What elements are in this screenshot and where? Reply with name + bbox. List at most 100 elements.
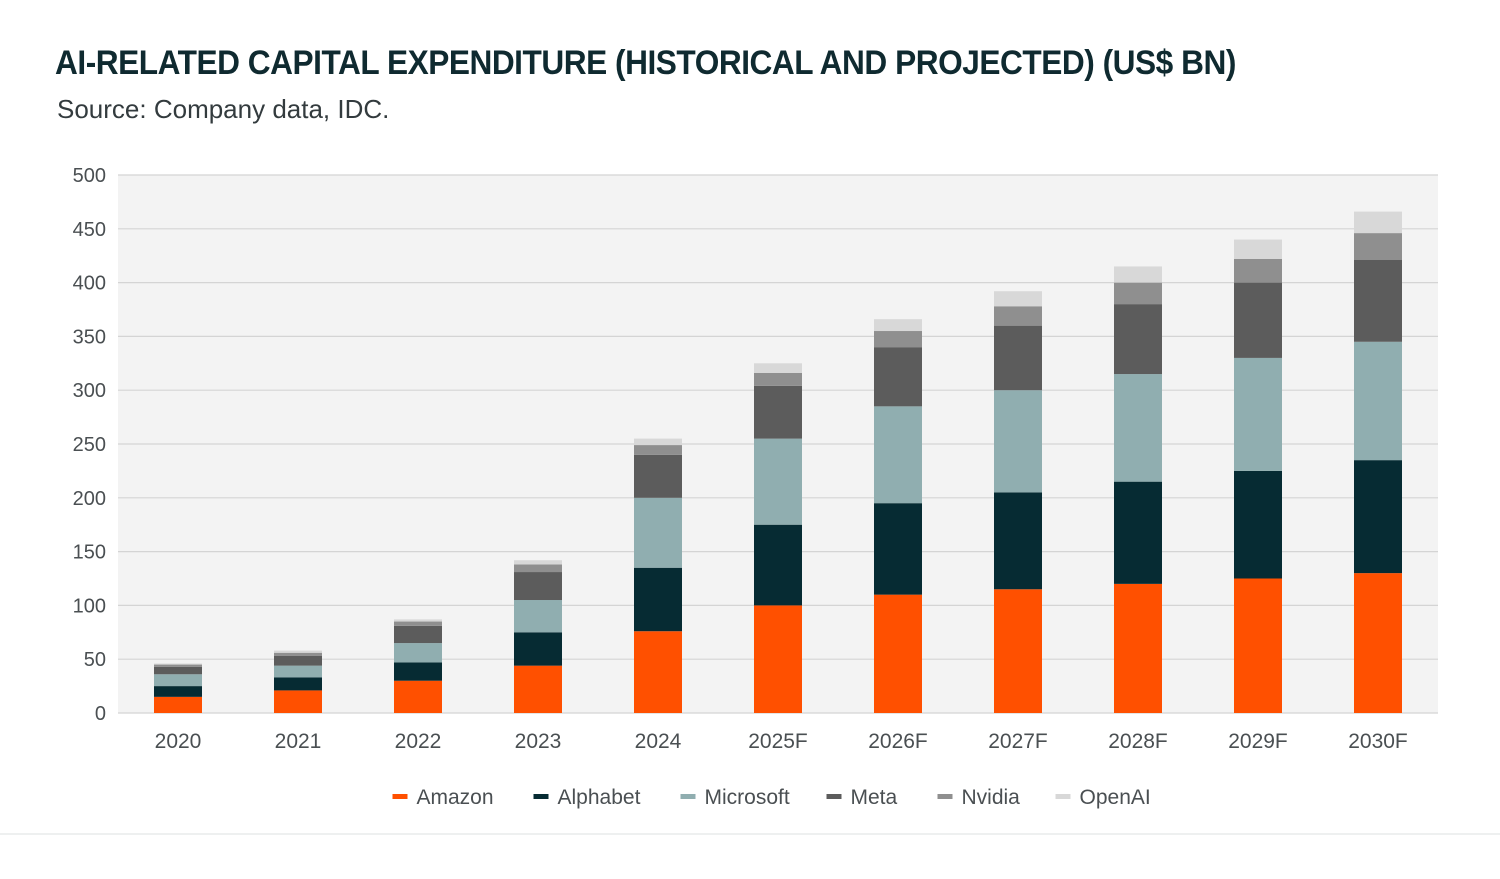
bar-segment-nvidia-2025F bbox=[754, 372, 802, 386]
bar-segment-alphabet-2020 bbox=[154, 686, 202, 697]
legend-swatch-microsoft bbox=[680, 794, 696, 799]
bar-segment-alphabet-2022 bbox=[394, 662, 442, 681]
bar-segment-alphabet-2028F bbox=[1114, 481, 1162, 584]
y-tick-label-0: 0 bbox=[95, 703, 106, 725]
bar-segment-alphabet-2023 bbox=[514, 632, 562, 666]
bar-stack-2030F bbox=[1354, 211, 1402, 713]
chart-title: AI-RELATED CAPITAL EXPENDITURE (HISTORIC… bbox=[55, 44, 1236, 82]
bar-segment-microsoft-2020 bbox=[154, 674, 202, 687]
bar-segment-amazon-2024 bbox=[634, 631, 682, 713]
y-tick-label-50: 50 bbox=[84, 649, 106, 671]
bar-segment-meta-2021 bbox=[274, 655, 322, 666]
bar-segment-amazon-2028F bbox=[1114, 583, 1162, 713]
bar-segment-meta-2020 bbox=[154, 666, 202, 675]
bar-segment-microsoft-2026F bbox=[874, 406, 922, 504]
bar-stack-2029F bbox=[1234, 239, 1282, 713]
y-tick-label-150: 150 bbox=[73, 542, 106, 564]
bar-segment-meta-2023 bbox=[514, 572, 562, 601]
legend-swatch-alphabet bbox=[533, 794, 549, 799]
legend-label-nvidia: Nvidia bbox=[962, 786, 1021, 809]
legend-swatch-openai bbox=[1055, 794, 1071, 799]
y-tick-label-300: 300 bbox=[73, 380, 106, 402]
legend-label-amazon: Amazon bbox=[417, 786, 494, 809]
bar-segment-amazon-2025F bbox=[754, 605, 802, 713]
x-tick-label-2022: 2022 bbox=[395, 730, 442, 753]
bar-segment-microsoft-2025F bbox=[754, 438, 802, 525]
bar-segment-amazon-2026F bbox=[874, 594, 922, 713]
bar-segment-microsoft-2021 bbox=[274, 665, 322, 678]
bar-segment-alphabet-2030F bbox=[1354, 460, 1402, 574]
bar-segment-nvidia-2028F bbox=[1114, 282, 1162, 305]
bar-segment-microsoft-2029F bbox=[1234, 357, 1282, 471]
bar-segment-amazon-2023 bbox=[514, 665, 562, 713]
bar-segment-microsoft-2023 bbox=[514, 600, 562, 633]
y-tick-label-200: 200 bbox=[73, 488, 106, 510]
x-tick-label-2026F: 2026F bbox=[868, 730, 928, 753]
bar-stack-2022 bbox=[394, 619, 442, 713]
bar-segment-openai-2025F bbox=[754, 363, 802, 373]
x-tick-label-2024: 2024 bbox=[635, 730, 682, 753]
x-tick-label-2020: 2020 bbox=[155, 730, 202, 753]
bar-segment-meta-2025F bbox=[754, 385, 802, 439]
bar-segment-openai-2020 bbox=[154, 663, 202, 665]
legend-swatch-amazon bbox=[392, 794, 408, 799]
bar-segment-meta-2029F bbox=[1234, 282, 1282, 358]
bar-segment-amazon-2029F bbox=[1234, 578, 1282, 713]
bar-stack-2021 bbox=[274, 650, 322, 713]
legend-label-openai: OpenAI bbox=[1080, 786, 1151, 809]
x-tick-label-2028F: 2028F bbox=[1108, 730, 1168, 753]
bar-stacks bbox=[154, 211, 1402, 713]
x-tick-label-2029F: 2029F bbox=[1228, 730, 1288, 753]
bar-segment-nvidia-2023 bbox=[514, 564, 562, 573]
bar-stack-2027F bbox=[994, 291, 1042, 713]
bar-segment-openai-2022 bbox=[394, 619, 442, 622]
bar-segment-openai-2023 bbox=[514, 560, 562, 565]
y-tick-label-250: 250 bbox=[73, 434, 106, 456]
bar-segment-microsoft-2030F bbox=[1354, 341, 1402, 461]
x-axis-ticks: 2020 2021 2022 2023 2024 2025F 2026F 2027F 2028F… bbox=[155, 730, 1408, 753]
bar-stack-2024 bbox=[634, 438, 682, 713]
bar-segment-alphabet-2026F bbox=[874, 503, 922, 595]
bar-segment-openai-2027F bbox=[994, 291, 1042, 307]
bar-stack-2026F bbox=[874, 319, 922, 713]
bar-segment-nvidia-2027F bbox=[994, 306, 1042, 326]
bar-segment-alphabet-2025F bbox=[754, 524, 802, 606]
bar-segment-nvidia-2026F bbox=[874, 331, 922, 348]
bar-segment-meta-2024 bbox=[634, 454, 682, 498]
chart-subtitle: Source: Company data, IDC. bbox=[57, 94, 390, 124]
legend: Amazon Alphabet Microsoft Meta Nvidia OpenAI bbox=[392, 786, 1151, 809]
bar-segment-openai-2030F bbox=[1354, 211, 1402, 234]
legend-label-microsoft: Microsoft bbox=[705, 786, 790, 809]
bar-segment-meta-2026F bbox=[874, 347, 922, 407]
bar-segment-nvidia-2024 bbox=[634, 445, 682, 455]
legend-swatch-nvidia bbox=[937, 794, 953, 799]
bar-segment-alphabet-2029F bbox=[1234, 470, 1282, 579]
legend-label-meta: Meta bbox=[851, 786, 898, 809]
bar-segment-amazon-2030F bbox=[1354, 573, 1402, 713]
bar-segment-microsoft-2024 bbox=[634, 497, 682, 568]
x-tick-label-2023: 2023 bbox=[515, 730, 562, 753]
y-tick-label-450: 450 bbox=[73, 219, 106, 241]
bar-segment-openai-2021 bbox=[274, 650, 322, 653]
bar-segment-microsoft-2028F bbox=[1114, 374, 1162, 482]
bar-segment-openai-2029F bbox=[1234, 239, 1282, 259]
y-tick-label-350: 350 bbox=[73, 326, 106, 348]
y-tick-label-500: 500 bbox=[73, 165, 106, 187]
bar-segment-microsoft-2022 bbox=[394, 643, 442, 663]
y-axis-ticks: 0 50 100 150 200 250 300 350 400 450 500 bbox=[73, 165, 106, 725]
bar-segment-amazon-2020 bbox=[154, 696, 202, 713]
bar-stack-2020 bbox=[154, 663, 202, 713]
bar-segment-meta-2027F bbox=[994, 325, 1042, 391]
bar-segment-openai-2026F bbox=[874, 319, 922, 332]
bottom-divider bbox=[0, 833, 1500, 835]
bar-segment-nvidia-2030F bbox=[1354, 233, 1402, 261]
y-tick-label-100: 100 bbox=[73, 595, 106, 617]
bar-segment-openai-2028F bbox=[1114, 266, 1162, 283]
bar-segment-nvidia-2020 bbox=[154, 664, 202, 667]
legend-swatch-meta bbox=[826, 794, 842, 799]
legend-label-alphabet: Alphabet bbox=[558, 786, 641, 809]
bar-segment-microsoft-2027F bbox=[994, 390, 1042, 493]
bar-segment-amazon-2021 bbox=[274, 690, 322, 713]
